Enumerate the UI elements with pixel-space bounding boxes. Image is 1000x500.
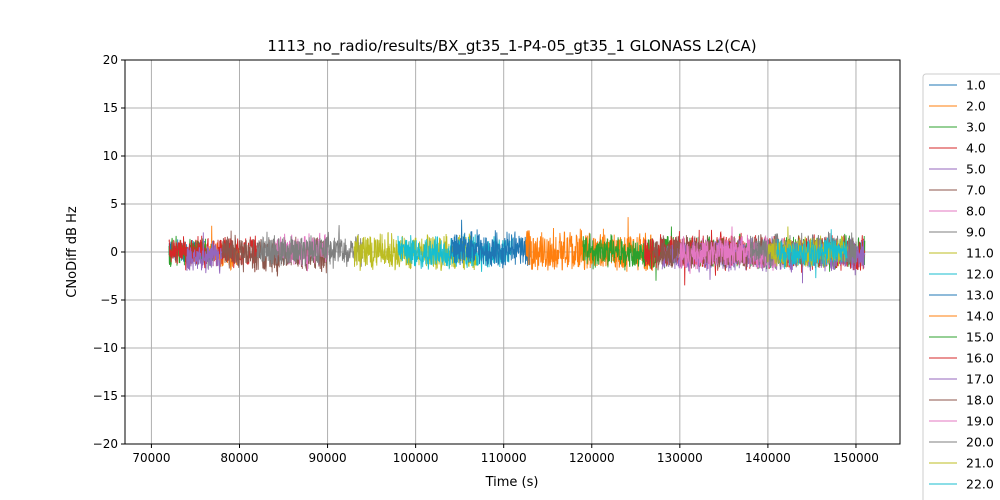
legend-label: 5.0 bbox=[966, 162, 986, 177]
legend-label: 16.0 bbox=[966, 351, 994, 366]
legend-label: 14.0 bbox=[966, 309, 994, 324]
series-line bbox=[186, 232, 223, 274]
legend-label: 4.0 bbox=[966, 141, 986, 156]
series-layer bbox=[168, 217, 866, 286]
legend-label: 8.0 bbox=[966, 204, 986, 219]
y-tick-label: 15 bbox=[103, 101, 118, 115]
legend-label: 22.0 bbox=[966, 477, 994, 492]
legend-label: 11.0 bbox=[966, 246, 994, 261]
legend-frame bbox=[922, 73, 1000, 500]
y-tick-label: 0 bbox=[110, 245, 118, 259]
x-axis-label: Time (s) bbox=[485, 475, 539, 490]
y-tick-label: −20 bbox=[93, 437, 118, 451]
y-tick-label: 10 bbox=[103, 149, 118, 163]
legend-label: 1.0 bbox=[966, 78, 986, 93]
y-tick-label: −10 bbox=[93, 341, 118, 355]
legend-label: 18.0 bbox=[966, 393, 994, 408]
legend-label: 21.0 bbox=[966, 456, 994, 471]
series-line bbox=[256, 225, 364, 269]
legend-label: 17.0 bbox=[966, 372, 994, 387]
x-tick-label: 100000 bbox=[393, 451, 439, 465]
legend-label: 19.0 bbox=[966, 414, 994, 429]
legend: 1.0 2.0 3.0 4.0 5.0 7.0 8.0 9.0 11.0 12.0 13.0 14.0… bbox=[922, 73, 1000, 500]
legend-label: 20.0 bbox=[966, 435, 994, 450]
y-tick-label: −15 bbox=[93, 389, 118, 403]
y-axis: −20 −15 −10 −5 0 5 10 15 20 bbox=[93, 53, 125, 451]
x-tick-label: 90000 bbox=[308, 451, 346, 465]
legend-label: 9.0 bbox=[966, 225, 986, 240]
y-tick-label: 20 bbox=[103, 53, 118, 67]
legend-label: 13.0 bbox=[966, 288, 994, 303]
x-tick-label: 70000 bbox=[132, 451, 170, 465]
y-tick-label: 5 bbox=[110, 197, 118, 211]
legend-label: 15.0 bbox=[966, 330, 994, 345]
legend-label: 3.0 bbox=[966, 120, 986, 135]
series-line bbox=[450, 219, 531, 269]
x-tick-label: 110000 bbox=[481, 451, 527, 465]
x-tick-label: 140000 bbox=[745, 451, 791, 465]
x-axis: 70000 80000 90000 100000 110000 120000 130000 1… bbox=[132, 444, 879, 465]
chart-title: 1113_no_radio/results/BX_gt35_1-P4-05_gt… bbox=[267, 37, 756, 56]
y-tick-label: −5 bbox=[100, 293, 118, 307]
x-tick-label: 130000 bbox=[657, 451, 703, 465]
y-axis-label: CNoDiff dB Hz bbox=[65, 206, 80, 298]
x-tick-label: 120000 bbox=[569, 451, 615, 465]
x-tick-label: 150000 bbox=[833, 451, 879, 465]
x-tick-label: 80000 bbox=[220, 451, 258, 465]
series-line bbox=[679, 226, 778, 274]
legend-label: 2.0 bbox=[966, 99, 986, 114]
legend-label: 7.0 bbox=[966, 183, 986, 198]
series-line bbox=[776, 229, 848, 279]
legend-label: 12.0 bbox=[966, 267, 994, 282]
